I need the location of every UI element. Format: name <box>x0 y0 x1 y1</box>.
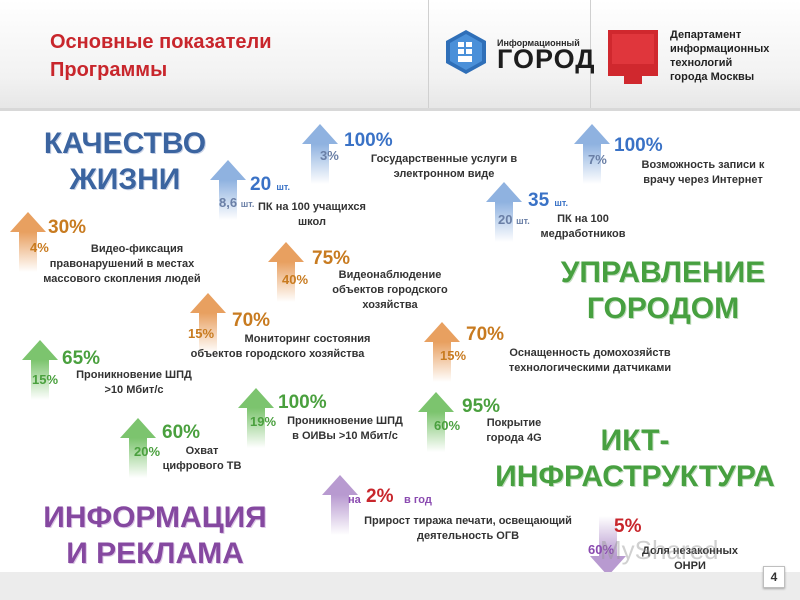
indicator-from-value: 7% <box>588 152 607 167</box>
up-arrow-icon <box>190 293 226 353</box>
indicator-from-value: 8,6 шт. <box>219 195 254 210</box>
indicator-from-value: 19% <box>250 414 277 429</box>
indicator-description: Видео-фиксация правонарушений в местах м… <box>43 243 201 285</box>
category-management-line-2: ГОРОДОМ <box>586 292 740 325</box>
indicator-description: ПК на 100 медработников <box>540 213 626 240</box>
indicator-from-value: 60% <box>434 418 461 433</box>
footer-bar <box>0 572 800 600</box>
from-unit: шт. <box>516 216 530 226</box>
department-line-4: города Москвы <box>670 71 755 83</box>
up-arrow-icon <box>268 242 304 302</box>
header-separator <box>428 0 429 108</box>
category-ict-infrastructure: ИКТ- ИНФРАСТРУКТУРА <box>480 423 790 495</box>
indicator-to-value: 70% <box>232 310 271 331</box>
header-separator <box>590 0 591 108</box>
indicator-description: Видеонаблюдение объектов городского хозя… <box>332 269 448 311</box>
indicator-description: Охват цифрового ТВ <box>162 445 242 472</box>
category-quality-line-2: ЖИЗНИ <box>69 163 181 196</box>
indicator-description: Проникновение ШПД в ОИВы >10 Мбит/с <box>287 415 403 442</box>
to-number: 20 <box>250 174 272 195</box>
indicator-to-value: 100% <box>344 130 393 151</box>
indicator-description: Доля незаконных ОНРИ <box>642 545 738 572</box>
up-arrow-icon <box>486 182 522 242</box>
up-arrow-icon <box>10 212 46 272</box>
indicator-description: Прирост тиража печати, освещающий деятел… <box>364 515 572 542</box>
indicator-to-value: 20 шт. <box>250 174 290 196</box>
to-unit: шт. <box>276 182 291 192</box>
title-line-1: Основные показатели <box>50 31 272 53</box>
logo1-title: ГОРОД <box>497 44 596 74</box>
indicator-to-value: 65% <box>62 348 101 369</box>
category-quality-line-1: КАЧЕСТВО <box>43 127 207 160</box>
category-ict-line-2: ИНФРАСТРУКТУРА <box>495 460 775 493</box>
title-line-2: Программы <box>50 59 168 81</box>
department-line-1: Департамент <box>670 29 742 41</box>
from-number: 8,6 <box>219 195 238 210</box>
indicator-from-value: 20 шт. <box>498 212 530 227</box>
indicator-to-value: 60% <box>162 422 201 443</box>
indicator-to-value: 35 шт. <box>528 190 568 212</box>
department-name: Департамент информационных технологий го… <box>670 28 795 84</box>
header-bar <box>0 0 800 110</box>
up-arrow-icon <box>22 340 58 400</box>
up-arrow-icon <box>302 124 338 184</box>
category-city-management: УПРАВЛЕНИЕ ГОРОДОМ <box>548 255 778 327</box>
indicator-to-value: 70% <box>466 324 505 345</box>
logo1-subtitle: Информационный <box>497 38 580 48</box>
from-number: 20 <box>498 212 513 227</box>
down-arrow-icon <box>590 516 626 576</box>
up-arrow-icon <box>238 388 274 448</box>
info-city-logo-icon <box>446 30 486 74</box>
indicator-description: Возможность записи к врачу через Интерне… <box>641 159 765 186</box>
from-unit: шт. <box>240 199 255 209</box>
category-ict-line-1: ИКТ- <box>600 424 670 457</box>
indicator-to-value: 2% <box>366 486 394 507</box>
department-line-2: информационных <box>670 43 770 55</box>
indicator-description: Государственные услуги в электронном вид… <box>370 153 518 180</box>
department-line-3: технологий <box>670 57 733 69</box>
indicator-description: Покрытие города 4G <box>486 417 542 444</box>
indicator-to-value: 100% <box>614 135 663 156</box>
indicator-to-value: 100% <box>278 392 327 413</box>
indicator-from-value: 40% <box>282 272 309 287</box>
indicator-to-value: 75% <box>312 248 351 269</box>
header-divider <box>0 108 800 111</box>
indicator-to-value: 30% <box>48 217 87 238</box>
up-arrow-icon <box>322 475 358 535</box>
watermark: MyShared <box>600 535 719 565</box>
indicator-from-value: 4% <box>30 240 49 255</box>
category-info-advertising: ИНФОРМАЦИЯ И РЕКЛАМА <box>30 500 280 572</box>
indicator-from-value: 15% <box>440 348 467 363</box>
category-management-line-1: УПРАВЛЕНИЕ <box>560 256 766 289</box>
up-arrow-icon <box>574 124 610 184</box>
indicator-from-value: 20% <box>134 444 161 459</box>
up-arrow-icon <box>120 418 156 478</box>
indicator-description: ПК на 100 учащихся школ <box>258 201 366 228</box>
indicator-prefix: на <box>348 494 361 506</box>
category-info-line-2: И РЕКЛАМА <box>66 537 244 570</box>
category-info-line-1: ИНФОРМАЦИЯ <box>43 501 267 534</box>
moscow-it-department-logo-icon <box>608 30 658 84</box>
indicator-from-value: 15% <box>188 326 215 341</box>
page-title: Основные показатели Программы <box>50 28 370 84</box>
up-arrow-icon <box>210 160 246 220</box>
indicator-description: Проникновение ШПД >10 Мбит/с <box>76 369 192 396</box>
category-quality-of-life: КАЧЕСТВО ЖИЗНИ <box>30 126 220 198</box>
up-arrow-icon <box>424 322 460 382</box>
indicator-suffix: в год <box>404 494 432 506</box>
indicator-from-value: 15% <box>32 372 59 387</box>
indicator-from-value: 60% <box>588 542 615 557</box>
page-number: 4 <box>763 566 785 588</box>
indicator-description: Оснащенность домохозяйств технологически… <box>508 347 672 374</box>
to-number: 35 <box>528 190 550 211</box>
up-arrow-icon <box>418 392 454 452</box>
indicator-description: Мониторинг состояния объектов городского… <box>190 333 371 360</box>
indicator-to-value: 95% <box>462 396 501 417</box>
indicator-from-value: 3% <box>320 148 339 163</box>
indicator-to-value: 5% <box>614 516 642 537</box>
to-unit: шт. <box>554 198 569 208</box>
